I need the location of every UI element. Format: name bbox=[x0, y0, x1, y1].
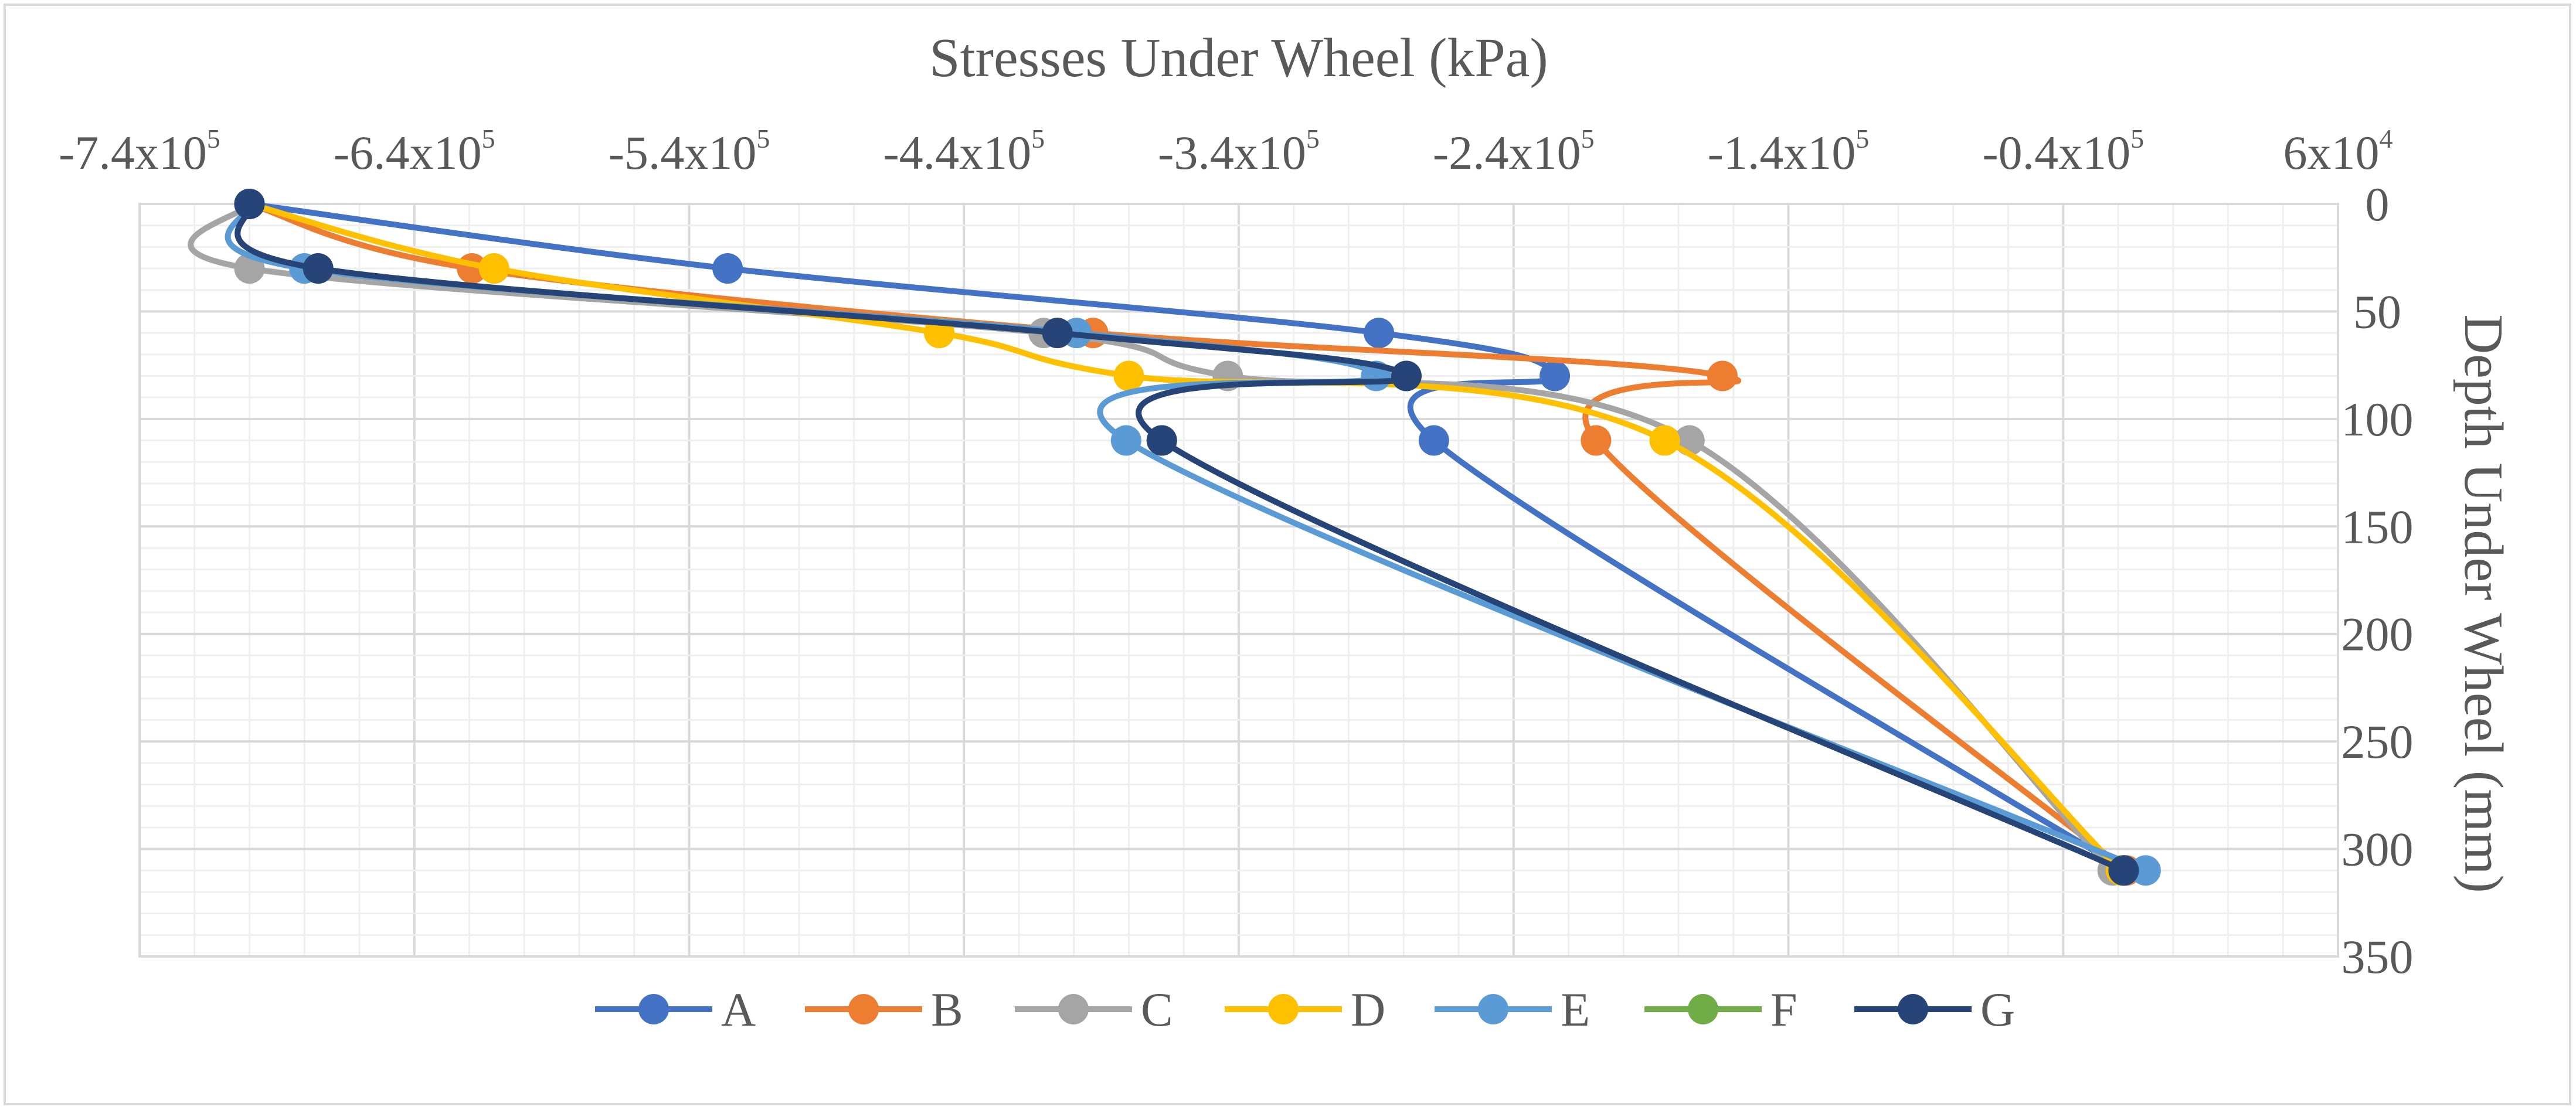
y-tick-label: 300 bbox=[2341, 823, 2414, 876]
y-axis-label: Depth Under Wheel (mm) bbox=[2453, 314, 2514, 893]
x-tick-label: -5.4x105 bbox=[609, 124, 770, 179]
plot-area-border bbox=[138, 203, 2339, 958]
data-point bbox=[2108, 855, 2139, 886]
x-tick-label: -3.4x105 bbox=[1158, 124, 1320, 179]
series-line-d bbox=[246, 201, 2124, 874]
data-point bbox=[1581, 425, 1612, 456]
data-point bbox=[1418, 425, 1449, 456]
legend-marker bbox=[848, 994, 879, 1024]
y-tick-label: 0 bbox=[2366, 178, 2390, 231]
series-layer bbox=[188, 189, 2161, 886]
legend-marker bbox=[1898, 994, 1928, 1024]
legend-label: A bbox=[721, 983, 756, 1036]
data-point bbox=[478, 253, 509, 284]
data-point bbox=[303, 253, 334, 284]
data-point bbox=[1649, 425, 1680, 456]
legend-item-b: B bbox=[805, 983, 963, 1036]
x-tick-label: 6x104 bbox=[2283, 124, 2393, 179]
legend-marker bbox=[1268, 994, 1299, 1024]
series-line-c bbox=[188, 201, 2116, 874]
data-point bbox=[1042, 318, 1073, 349]
x-tick-label: -1.4x105 bbox=[1708, 124, 1870, 179]
x-tick-label: -6.4x105 bbox=[334, 124, 495, 179]
y-tick-label: 50 bbox=[2353, 285, 2401, 338]
legend-label: B bbox=[931, 983, 963, 1036]
legend-label: G bbox=[1980, 983, 2015, 1036]
series-line-a bbox=[246, 201, 2130, 874]
chart-title: Stresses Under Wheel (kPa) bbox=[929, 28, 1548, 88]
chart-svg: Stresses Under Wheel (kPa) -7.4x105 -6.4x… bbox=[59, 28, 2514, 1036]
legend-item-c: C bbox=[1015, 983, 1173, 1036]
data-point bbox=[1540, 360, 1571, 391]
y-tick-label: 250 bbox=[2341, 715, 2414, 768]
legend-marker bbox=[1058, 994, 1089, 1024]
gridlines bbox=[138, 203, 2339, 958]
data-point bbox=[234, 189, 265, 219]
legend-marker bbox=[1478, 994, 1508, 1024]
series-line-b bbox=[246, 201, 2130, 874]
data-point bbox=[1146, 425, 1177, 456]
legend-item-g: G bbox=[1854, 983, 2015, 1036]
x-tick-label: -4.4x105 bbox=[883, 124, 1045, 179]
legend-marker bbox=[638, 994, 669, 1024]
legend-label: C bbox=[1141, 983, 1173, 1036]
y-axis-ticks: 0 50 100 150 200 250 300 350 bbox=[2341, 178, 2414, 983]
x-axis-ticks: -7.4x105 -6.4x105 -5.4x105 -4.4x105 -3.4x105… bbox=[59, 124, 2393, 179]
legend-item-d: D bbox=[1225, 983, 1385, 1036]
legend-item-f: F bbox=[1644, 983, 1797, 1036]
chart-frame: Stresses Under Wheel (kPa) -7.4x105 -6.4x… bbox=[4, 4, 2571, 1105]
legend-label: D bbox=[1351, 983, 1385, 1036]
series-line-g bbox=[235, 201, 2127, 874]
series-g bbox=[234, 189, 2139, 886]
data-point bbox=[712, 253, 743, 284]
legend-marker bbox=[1688, 994, 1718, 1024]
data-point bbox=[1391, 360, 1422, 391]
legend: A B C D E F G bbox=[595, 983, 2015, 1036]
data-point bbox=[2130, 855, 2161, 886]
legend-item-a: A bbox=[595, 983, 756, 1036]
data-point bbox=[1364, 318, 1395, 349]
series-line-e bbox=[225, 201, 2149, 874]
data-point bbox=[1110, 425, 1141, 456]
series-line-f bbox=[235, 201, 2127, 874]
y-tick-label: 200 bbox=[2341, 608, 2414, 661]
y-tick-label: 100 bbox=[2341, 393, 2414, 446]
data-point bbox=[1707, 360, 1738, 391]
data-point bbox=[1113, 360, 1144, 391]
legend-label: E bbox=[1561, 983, 1590, 1036]
y-tick-label: 350 bbox=[2341, 930, 2414, 983]
x-tick-label: -2.4x105 bbox=[1433, 124, 1595, 179]
y-tick-label: 150 bbox=[2341, 500, 2414, 553]
legend-label: F bbox=[1770, 983, 1797, 1036]
series-c bbox=[188, 189, 2128, 886]
x-tick-label: -0.4x105 bbox=[1982, 124, 2144, 179]
x-tick-label: -7.4x105 bbox=[59, 124, 220, 179]
legend-item-e: E bbox=[1435, 983, 1590, 1036]
